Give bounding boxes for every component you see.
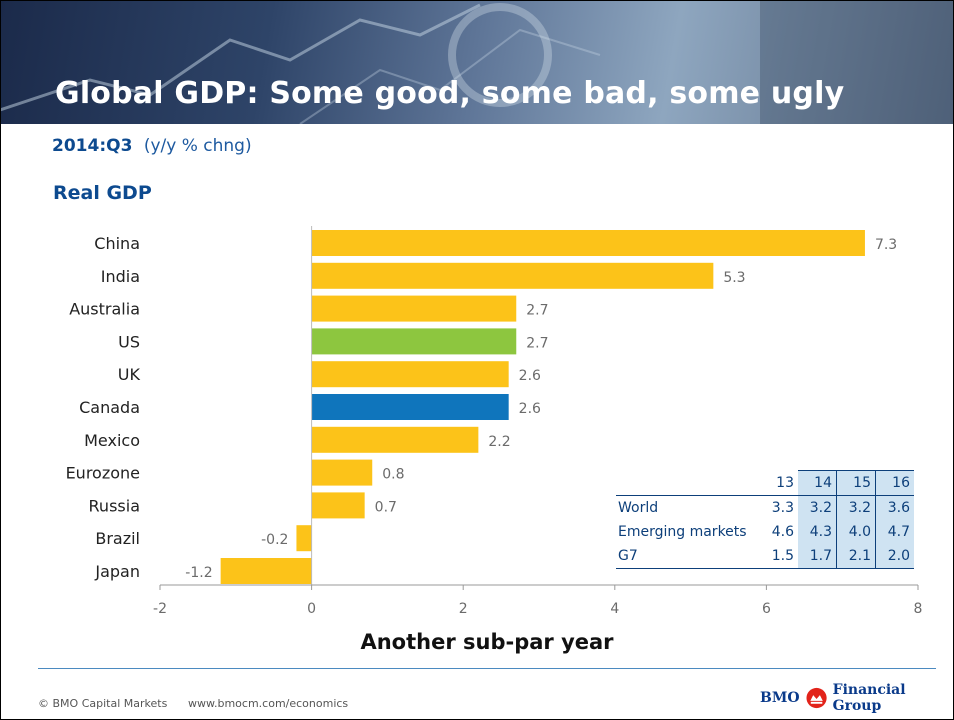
forecast-cell: 4.0 [836,520,876,544]
forecast-table-row: Emerging markets 4.6 4.3 4.0 4.7 [616,520,914,544]
value-label: 2.6 [519,401,541,417]
bar-russia [311,492,365,519]
forecast-row-label: Emerging markets [618,524,747,540]
footer-divider [38,668,936,669]
bar-india [311,262,714,289]
category-label: Eurozone [66,464,140,483]
value-label: 2.6 [519,368,541,384]
x-axis-title-text: Another sub-par year [360,630,614,654]
x-tick-label: 2 [459,601,468,617]
header-background-graphic [0,0,954,124]
forecast-table-row: G7 1.5 1.7 2.1 2.0 [616,544,914,569]
bar-australia [311,295,517,322]
value-label: 2.2 [488,434,510,450]
bar-china [311,230,865,256]
forecast-row-label: G7 [616,544,760,569]
forecast-cell: 4.7 [875,520,914,544]
forecast-col-header: 15 [836,470,876,496]
value-label: 2.7 [526,335,548,351]
forecast-col-header: 13 [760,470,798,496]
logo-bmo-text: BMO [760,690,800,706]
forecast-cell: 3.3 [771,500,794,516]
bar-uk [311,361,509,388]
page-title: Global GDP: Some good, some bad, some ug… [55,76,845,111]
subtitle-unit: (y/y % chng) [143,136,252,156]
category-label: Mexico [84,431,140,450]
forecast-cell: 3.2 [836,495,876,520]
forecast-cell: 4.3 [798,520,837,544]
bar-brazil [296,525,312,552]
x-tick-label: -2 [153,601,167,617]
forecast-cell: 3.2 [798,495,837,520]
bar-eurozone [311,459,373,486]
forecast-cell: 3.6 [875,495,914,520]
forecast-table-row: World 3.3 3.2 3.2 3.6 [616,495,914,520]
category-label: Brazil [95,529,140,548]
category-label: Japan [94,562,140,581]
forecast-cell: 4.6 [771,524,794,540]
subtitle-period: 2014:Q3 [52,136,133,156]
forecast-col-header: 14 [798,470,837,496]
forecast-row-label: World [618,500,659,516]
category-label: US [118,332,140,351]
x-axis-title: Another sub-par year [0,630,954,654]
value-label: 7.3 [875,237,897,253]
bar-japan [220,558,312,584]
forecast-cell: 1.5 [760,544,798,569]
value-label: 5.3 [723,270,745,286]
forecast-cell: 2.0 [875,544,914,569]
forecast-table-corner [616,470,760,496]
value-label: 0.8 [382,467,404,483]
category-label: UK [118,365,141,384]
category-label: Australia [69,300,140,319]
forecast-cell: 2.1 [836,544,876,569]
bmo-roundel-icon [806,687,827,709]
x-tick-label: 0 [307,601,316,617]
category-label: India [101,267,140,286]
forecast-table-header: 13 14 15 16 [616,470,914,496]
value-label: 0.7 [375,499,397,515]
bar-canada [311,394,509,420]
bmo-logo: BMO Financial Group [760,682,954,714]
x-tick-label: 8 [914,601,923,617]
x-tick-label: 4 [610,601,619,617]
value-label: -1.2 [185,565,212,581]
category-label: Russia [89,496,140,515]
category-label: China [94,234,140,253]
value-label: -0.2 [261,532,288,548]
section-label: Real GDP [53,182,152,204]
forecast-cell: 1.7 [798,544,837,569]
footer-website-link[interactable]: www.bmocm.com/economics [188,697,349,710]
bar-us [311,328,517,355]
chart-subtitle: 2014:Q3 (y/y % chng) [52,136,252,156]
footer-copyright: © BMO Capital Markets [38,697,168,710]
logo-financial-group-text: Financial Group [832,682,906,714]
category-label: Canada [79,398,140,417]
forecast-table: 13 14 15 16 World 3.3 3.2 3.2 3.6 Emergi… [616,470,914,569]
bar-mexico [311,426,479,453]
forecast-col-header: 16 [875,470,914,496]
value-label: 2.7 [526,303,548,319]
x-tick-label: 6 [762,601,771,617]
header-banner: Global GDP: Some good, some bad, some ug… [0,0,954,124]
